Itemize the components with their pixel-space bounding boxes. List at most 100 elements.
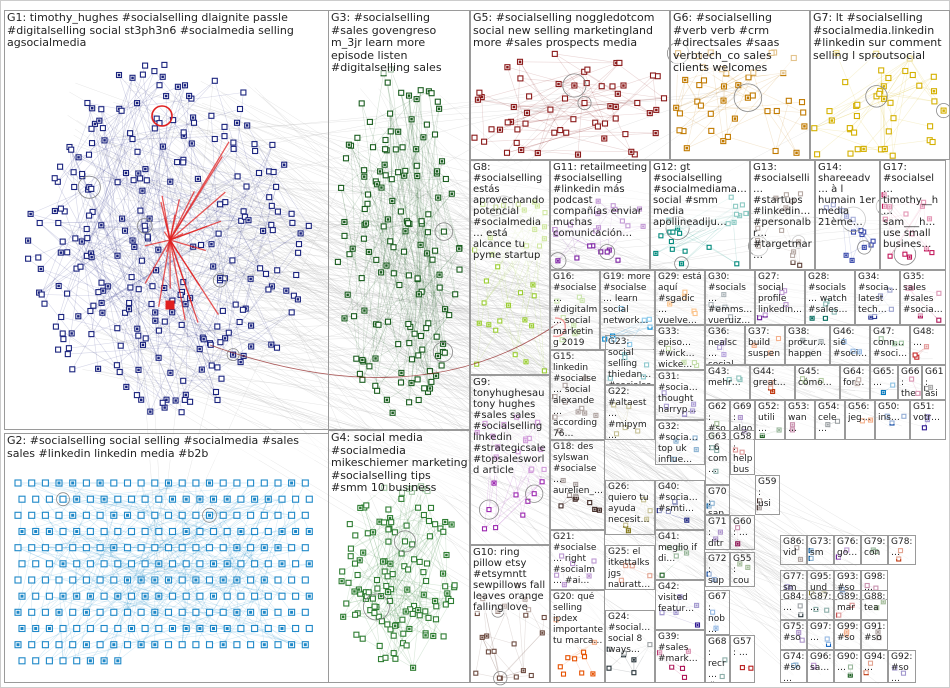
node [164, 641, 173, 649]
node [232, 301, 239, 308]
node [397, 208, 404, 215]
node [347, 545, 354, 552]
node-fill [307, 594, 311, 598]
node [237, 495, 245, 503]
node [28, 544, 36, 552]
node [405, 566, 412, 573]
group-panel-g63: G63: 6 com… [705, 430, 730, 485]
node-fill [374, 357, 377, 360]
node [25, 255, 32, 262]
node [69, 641, 77, 649]
node [148, 300, 155, 308]
node [288, 309, 295, 316]
node-fill [347, 143, 351, 146]
group-panel-g61: G61: asi… [922, 365, 946, 400]
node [55, 544, 63, 552]
node [28, 576, 36, 584]
node-fill [210, 243, 213, 246]
group-panel-g39: G39: #sales #mark… [655, 630, 705, 683]
group-panel-g36: G36: nealsc… social… [705, 325, 745, 365]
group-panel-g6: G6: #socialselling #verb verb #crm #dire… [670, 10, 810, 160]
node [57, 205, 64, 212]
node-fill [154, 319, 157, 322]
group-label: G21: #socialse… right #socialm… #ai… [553, 532, 603, 587]
group-panel-g11: G11: retailmeeting #socialselling #linke… [550, 160, 650, 270]
node [388, 176, 395, 183]
node [440, 633, 447, 640]
group-label: G20: qué selling ipdex importante tu mar… [553, 592, 603, 647]
node [251, 527, 259, 536]
node [371, 609, 378, 616]
node [32, 495, 40, 503]
node [135, 286, 142, 293]
group-label: G99: #so… [837, 622, 859, 649]
node-fill [428, 387, 432, 390]
node [269, 227, 276, 234]
node [426, 533, 433, 540]
node-fill [391, 411, 394, 414]
node-fill [433, 599, 437, 603]
node-fill [441, 342, 445, 345]
node [247, 511, 255, 519]
node [192, 641, 200, 649]
group-label: G73: sm… [810, 537, 832, 564]
node [237, 624, 245, 633]
node [346, 251, 353, 258]
node [141, 560, 149, 568]
node [180, 129, 187, 136]
node [366, 118, 373, 125]
node [273, 344, 281, 351]
node-fill [57, 284, 60, 288]
node [260, 511, 268, 519]
node-fill [167, 481, 170, 485]
group-panel-g41: G41: meglio if di… [655, 530, 705, 580]
node [251, 141, 258, 148]
group-label: G76: go… [837, 537, 859, 559]
node [292, 495, 300, 503]
group-label: G15: linkedin #socialse… social alexande… [553, 352, 603, 439]
node-fill [127, 307, 131, 311]
node [364, 530, 371, 537]
group-panel-g29: G29: está aquí #sgadic… vuelve… [655, 270, 705, 325]
node-fill [112, 546, 116, 550]
node-fill [20, 627, 24, 630]
node [174, 159, 181, 166]
node [141, 495, 149, 503]
node [395, 169, 402, 176]
group-panel-g28: G28: #socials… watch #sales… [805, 270, 855, 325]
group-label: G51: votr… [913, 402, 944, 424]
node [41, 576, 49, 584]
node-fill [116, 254, 119, 257]
node [243, 183, 250, 190]
node [264, 592, 272, 600]
group-panel-g75: G75: #so… [780, 620, 807, 650]
node [438, 362, 445, 369]
node [222, 199, 229, 206]
node [82, 544, 90, 552]
node [364, 200, 371, 207]
node-fill [432, 634, 435, 638]
node [55, 219, 62, 227]
group-label: G3: #socialselling #sales govengreso m_3… [331, 12, 468, 75]
node-fill [116, 594, 120, 598]
node-fill [130, 627, 133, 630]
node [88, 125, 95, 132]
node [290, 292, 297, 299]
node [41, 544, 49, 552]
group-label: G8: #socialselling estás aprovechando po… [473, 162, 548, 261]
group-panel-g60: G60: … [730, 515, 755, 550]
node [84, 235, 91, 242]
node-fill [262, 643, 266, 647]
node-fill [437, 107, 441, 110]
node [223, 527, 231, 536]
node [241, 213, 248, 220]
group-label: G96: sa… [810, 652, 832, 674]
node [343, 600, 350, 607]
group-panel-g99: G99: #so… [834, 620, 861, 650]
node-fill [276, 546, 280, 550]
node-fill [450, 523, 453, 526]
node-fill [126, 578, 129, 582]
node [301, 608, 309, 616]
node [395, 341, 402, 348]
node [144, 233, 151, 240]
